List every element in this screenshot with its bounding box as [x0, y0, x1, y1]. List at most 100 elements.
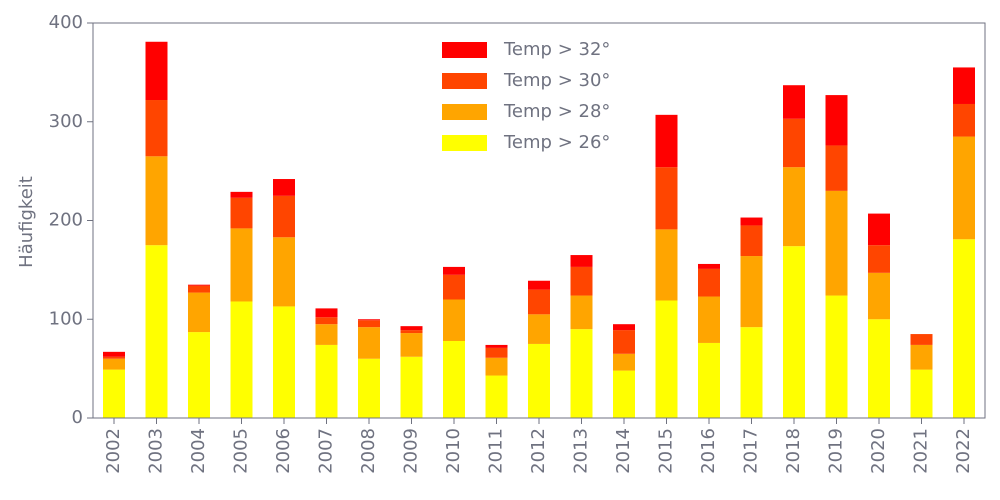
y-tick-label: 200	[49, 210, 83, 231]
y-tick-label: 0	[72, 407, 83, 428]
bar-segment-2015-s2	[655, 167, 678, 230]
x-tick-label: 2015	[656, 428, 677, 474]
bar-segment-2013-s1	[570, 295, 593, 330]
bar-segment-2016-s2	[698, 268, 720, 297]
bar-segment-2006-s0	[273, 306, 295, 418]
x-tick-label: 2005	[231, 428, 252, 474]
bar-segment-2011-s2	[485, 347, 508, 358]
bar-segment-2005-s3	[230, 191, 253, 198]
bar-segment-2003-s0	[145, 245, 168, 418]
bar-segment-2012-s3	[528, 280, 550, 290]
legend-swatch	[442, 73, 487, 89]
bar-segment-2021-s2	[910, 334, 933, 345]
bar-segment-2010-s1	[443, 299, 465, 341]
x-tick-label: 2019	[826, 428, 847, 474]
bar-segment-2021-s1	[910, 344, 933, 370]
bar-segment-2006-s1	[273, 237, 295, 307]
y-tick-label: 400	[49, 12, 83, 33]
bar-segment-2006-s3	[273, 179, 295, 196]
bar-segment-2017-s0	[740, 327, 763, 418]
bar-segment-2021-s0	[910, 369, 933, 418]
bar-segment-2012-s0	[528, 343, 550, 418]
bar-segment-2003-s3	[145, 41, 168, 101]
bar-segment-2018-s2	[783, 118, 805, 168]
bar-segment-2007-s1	[315, 324, 338, 345]
bar-segment-2012-s2	[528, 289, 550, 315]
x-tick-label: 2008	[358, 428, 379, 474]
bar-segment-2017-s3	[740, 217, 763, 226]
bar-segment-2006-s2	[273, 195, 295, 238]
bar-segment-2002-s2	[103, 356, 125, 359]
bar-segment-2010-s2	[443, 274, 465, 300]
bar-segment-2008-s3	[358, 319, 380, 321]
bar-segment-2020-s0	[868, 319, 890, 418]
bar-segment-2016-s3	[698, 263, 720, 269]
x-tick-label: 2002	[103, 428, 124, 474]
x-tick-label: 2003	[146, 428, 167, 474]
bar-segment-2009-s3	[400, 326, 423, 331]
bar-segment-2018-s3	[783, 85, 805, 119]
bar-segment-2005-s0	[230, 301, 253, 418]
bar-segment-2015-s0	[655, 300, 678, 418]
bar-segment-2015-s3	[655, 114, 678, 168]
bar-segment-2013-s3	[570, 255, 593, 267]
x-tick-label: 2016	[698, 428, 719, 474]
y-tick-label: 100	[49, 308, 83, 329]
axes-layer: 0 100 200 300 400 2002 2003 2004 2005 2006 2007 200…	[49, 12, 986, 474]
bar-segment-2013-s2	[570, 266, 593, 296]
bar-segment-2011-s3	[485, 344, 508, 348]
legend-swatch	[442, 42, 487, 58]
bar-segment-2012-s1	[528, 314, 550, 344]
x-tick-label: 2020	[868, 428, 889, 474]
x-tick-label: 2007	[316, 428, 337, 474]
y-tick-label: 300	[49, 111, 83, 132]
bar-segment-2002-s3	[103, 351, 125, 357]
bar-segment-2022-s2	[953, 103, 975, 137]
x-tick-label: 2012	[528, 428, 549, 474]
legend-label: Temp > 30°	[503, 70, 610, 91]
bar-segment-2004-s1	[188, 292, 210, 333]
bar-segment-2016-s0	[698, 342, 720, 418]
legend: Temp > 32° Temp > 30° Temp > 28° Temp > 26°	[442, 39, 610, 153]
bar-segment-2007-s2	[315, 317, 338, 325]
bar-segment-2020-s1	[868, 272, 890, 320]
bar-segment-2011-s0	[485, 375, 508, 418]
bar-segment-2010-s0	[443, 340, 465, 418]
bar-segment-2022-s1	[953, 136, 975, 240]
x-tick-label: 2022	[953, 428, 974, 474]
bar-segment-2004-s3	[188, 284, 210, 286]
legend-label: Temp > 26°	[503, 132, 610, 153]
bars-layer	[103, 41, 975, 419]
bar-segment-2007-s3	[315, 308, 338, 318]
bar-segment-2014-s0	[613, 370, 635, 418]
bar-segment-2011-s1	[485, 357, 508, 376]
x-tick-label: 2021	[911, 428, 932, 474]
bar-segment-2016-s1	[698, 296, 720, 343]
bar-segment-2014-s3	[613, 324, 635, 331]
legend-label: Temp > 32°	[503, 39, 610, 60]
x-tick-label: 2018	[783, 428, 804, 474]
bar-segment-2009-s2	[400, 330, 423, 334]
bar-segment-2010-s3	[443, 266, 465, 275]
bar-segment-2019-s2	[825, 145, 848, 191]
bar-segment-2019-s1	[825, 190, 848, 296]
legend-label: Temp > 28°	[503, 101, 610, 122]
bar-segment-2013-s0	[570, 329, 593, 419]
bar-segment-2005-s1	[230, 228, 253, 302]
y-axis-title: Häufigkeit	[16, 176, 37, 268]
bar-segment-2022-s0	[953, 239, 975, 418]
bar-segment-2004-s0	[188, 332, 210, 418]
bar-segment-2003-s2	[145, 100, 168, 157]
bar-segment-2014-s2	[613, 330, 635, 354]
bar-segment-2004-s2	[188, 285, 210, 293]
bar-segment-2018-s0	[783, 246, 805, 418]
bar-segment-2003-s1	[145, 156, 168, 246]
x-tick-label: 2011	[486, 428, 507, 474]
bar-segment-2007-s0	[315, 344, 338, 418]
x-tick-label: 2017	[741, 428, 762, 474]
bar-segment-2002-s1	[103, 358, 125, 370]
bar-segment-2020-s2	[868, 245, 890, 273]
bar-segment-2020-s3	[868, 213, 890, 246]
